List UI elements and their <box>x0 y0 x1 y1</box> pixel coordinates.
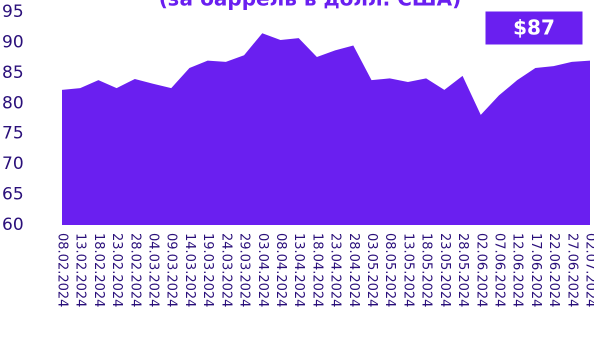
x-tick-label: 08.02.2024 <box>55 233 70 307</box>
x-tick-label: 27.06.2024 <box>564 233 579 307</box>
x-tick-label: 22.06.2024 <box>546 233 561 307</box>
x-tick-label: 28.05.2024 <box>455 233 470 307</box>
y-tick-label: 75 <box>2 124 24 144</box>
y-tick-label: 70 <box>2 154 24 174</box>
x-tick-label: 04.03.2024 <box>146 233 161 307</box>
x-tick-label: 13.05.2024 <box>400 233 415 307</box>
x-tick-label: 14.03.2024 <box>182 233 197 307</box>
y-tick-label: 80 <box>2 93 24 113</box>
x-tick-label: 09.03.2024 <box>164 233 179 307</box>
x-tick-label: 28.04.2024 <box>346 233 361 307</box>
x-tick-label: 02.07.2024 <box>583 233 594 307</box>
x-tick-label: 18.04.2024 <box>309 233 324 307</box>
y-tick-label: 95 <box>2 2 24 22</box>
x-tick-label: 18.02.2024 <box>91 233 106 307</box>
chart-title: (за баррель в долл. США) <box>159 0 462 11</box>
x-tick-label: 17.06.2024 <box>528 233 543 307</box>
x-tick-label: 08.04.2024 <box>273 233 288 307</box>
x-tick-label: 03.05.2024 <box>364 233 379 307</box>
x-tick-label: 23.05.2024 <box>437 233 452 307</box>
annotation: $87 <box>513 16 555 40</box>
x-tick-label: 08.05.2024 <box>382 233 397 307</box>
x-tick-label: 18.05.2024 <box>419 233 434 307</box>
x-tick-label: 24.03.2024 <box>218 233 233 307</box>
x-tick-label: 02.06.2024 <box>473 233 488 307</box>
area <box>62 33 590 225</box>
x-tick-label: 12.06.2024 <box>510 233 525 307</box>
y-tick-label: 85 <box>2 63 24 83</box>
annotation-box <box>482 8 586 48</box>
x-tick-label: 13.04.2024 <box>291 233 306 307</box>
y-tick-label: 60 <box>2 215 24 235</box>
x-tick-label: 07.06.2024 <box>491 233 506 307</box>
x-tick-label: 03.04.2024 <box>255 233 270 307</box>
x-tick-label: 28.02.2024 <box>127 233 142 307</box>
x-tick-label: 19.03.2024 <box>200 233 215 307</box>
y-tick-label: 65 <box>2 185 24 205</box>
x-tick-label: 23.04.2024 <box>328 233 343 307</box>
x-tick-label: 29.03.2024 <box>237 233 252 307</box>
x-tick-label: 13.02.2024 <box>73 233 88 307</box>
x-tick-label: 23.02.2024 <box>109 233 124 307</box>
y-tick-label: 90 <box>2 32 24 52</box>
